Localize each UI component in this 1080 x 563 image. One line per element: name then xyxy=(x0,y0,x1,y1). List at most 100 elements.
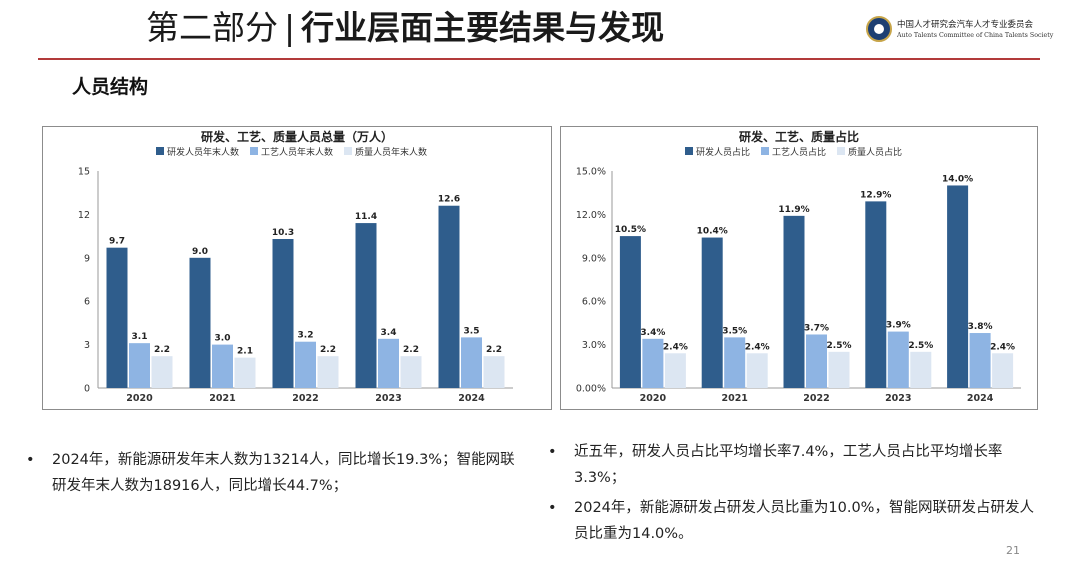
bar-2 xyxy=(461,337,482,388)
data-label: 11.4 xyxy=(355,212,377,222)
data-label: 3.8% xyxy=(968,322,993,332)
header-main-title: 行业层面主要结果与发现 xyxy=(301,8,665,47)
bar-3 xyxy=(664,353,686,388)
legend-label: 研发人员占比 xyxy=(696,146,750,158)
y-tick-label: 15.0% xyxy=(576,167,606,178)
legend-label: 工艺人员占比 xyxy=(772,146,826,158)
data-label: 3.0 xyxy=(215,334,231,344)
x-tick-label: 2023 xyxy=(375,393,401,404)
bullet-text: 2024年，新能源研发占研发人员比重为10.0%，智能网联研发占研发人员比重为1… xyxy=(574,500,1034,542)
data-label: 2.2 xyxy=(403,345,419,355)
y-tick-label: 12.0% xyxy=(576,210,606,221)
x-tick-label: 2024 xyxy=(458,393,485,404)
data-label: 3.1 xyxy=(132,332,148,342)
bar-1 xyxy=(106,247,128,388)
data-label: 2.5% xyxy=(908,341,933,351)
bar-2 xyxy=(129,343,150,388)
logo-chinese-name: 中国人才研究会汽车人才专业委员会 xyxy=(897,20,1034,30)
bar-3 xyxy=(746,353,768,388)
data-label: 12.9% xyxy=(860,190,891,200)
section-title: 人员结构 xyxy=(72,76,149,98)
legend-swatch xyxy=(685,147,693,155)
legend-swatch xyxy=(761,147,769,155)
data-label: 12.6 xyxy=(438,195,460,205)
data-label: 2.2 xyxy=(320,345,336,355)
x-tick-label: 2020 xyxy=(126,393,153,404)
data-label: 11.9% xyxy=(778,205,809,215)
y-tick-label: 0.00% xyxy=(576,384,606,395)
bar-1 xyxy=(189,257,211,388)
data-label: 3.5 xyxy=(464,326,480,336)
bar-3 xyxy=(828,351,850,388)
legend-swatch xyxy=(156,147,164,155)
x-tick-label: 2020 xyxy=(640,393,667,404)
data-label: 9.0 xyxy=(192,247,208,257)
bar-3 xyxy=(483,356,505,388)
logo-english-name: Auto Talents Committee of China Talents … xyxy=(897,32,1054,39)
bar-3 xyxy=(151,356,173,388)
data-label: 3.7% xyxy=(804,323,829,333)
bullet-text: 近五年，研发人员占比平均增长率7.4%，工艺人员占比平均增长率3.3%； xyxy=(574,444,1003,486)
chart-panel-ratio: 研发、工艺、质量占比 研发人员占比 工艺人员占比 质量人员占比 0.00% 3.0% 6.0… xyxy=(560,126,1038,410)
bar-3 xyxy=(317,356,339,388)
data-label: 3.9% xyxy=(886,321,911,331)
x-tick-label: 2024 xyxy=(967,393,994,404)
data-label: 3.4% xyxy=(640,328,665,338)
legend-label: 研发人员年末人数 xyxy=(167,146,239,158)
x-tick-label: 2021 xyxy=(209,393,235,404)
bullet-dot: • xyxy=(548,500,557,516)
header-title: 第二部分 | 行业层面主要结果与发现 xyxy=(146,6,664,50)
header-part: 第二部分 xyxy=(146,8,278,47)
data-label: 2.4% xyxy=(990,342,1015,352)
data-label: 2.2 xyxy=(486,345,502,355)
y-tick-label: 6.0% xyxy=(582,297,606,308)
data-label: 2.2 xyxy=(154,345,170,355)
x-tick-label: 2021 xyxy=(721,393,747,404)
x-tick-label: 2022 xyxy=(292,393,318,404)
y-tick-label: 15 xyxy=(78,167,90,178)
data-label: 14.0% xyxy=(942,174,973,184)
bullet-text: 2024年，新能源研发年末人数为13214人，同比增长19.3%；智能网联研发年… xyxy=(52,452,515,494)
bar-1 xyxy=(947,185,969,388)
data-label: 3.2 xyxy=(298,331,314,341)
bar-1 xyxy=(701,237,723,388)
chart-title: 研发、工艺、质量人员总量（万人） xyxy=(201,129,393,144)
data-label: 3.5% xyxy=(722,326,747,336)
y-tick-label: 12 xyxy=(78,210,90,221)
bar-1 xyxy=(783,215,805,388)
bar-2 xyxy=(212,344,233,388)
bar-2 xyxy=(724,337,746,388)
bar-1 xyxy=(865,201,887,388)
bullet-item: • 近五年，研发人员占比平均增长率7.4%，工艺人员占比平均增长率3.3%； xyxy=(548,439,1048,491)
bar-3 xyxy=(400,356,422,388)
x-tick-label: 2023 xyxy=(885,393,911,404)
bullets-left: • 2024年，新能源研发年末人数为13214人，同比增长19.3%；智能网联研… xyxy=(26,447,526,503)
bullets-right: • 近五年，研发人员占比平均增长率7.4%，工艺人员占比平均增长率3.3%； •… xyxy=(548,439,1048,551)
chart-title: 研发、工艺、质量占比 xyxy=(739,129,859,144)
legend-label: 工艺人员年末人数 xyxy=(261,146,333,158)
bullet-dot: • xyxy=(26,452,35,468)
bar-2 xyxy=(887,331,909,388)
bar-1 xyxy=(355,223,377,388)
header-divider xyxy=(38,58,1040,60)
chart-panel-headcount: 研发、工艺、质量人员总量（万人） 研发人员年末人数 工艺人员年末人数 质量人员年末人数… xyxy=(42,126,552,410)
data-label: 10.3 xyxy=(272,228,294,238)
data-label: 10.5% xyxy=(615,225,646,235)
bar-2 xyxy=(378,338,399,388)
y-tick-label: 9.0% xyxy=(582,253,606,264)
y-tick-label: 6 xyxy=(84,297,90,308)
y-tick-label: 0 xyxy=(84,384,90,395)
legend-swatch xyxy=(837,147,845,155)
bullet-dot: • xyxy=(548,444,557,460)
bar-2 xyxy=(969,333,991,388)
society-emblem-icon xyxy=(866,16,892,42)
bar-1 xyxy=(272,238,294,388)
bar-2 xyxy=(806,334,827,388)
data-label: 10.4% xyxy=(697,227,728,237)
data-label: 2.4% xyxy=(745,342,770,352)
legend-swatch xyxy=(250,147,258,155)
bar-3 xyxy=(992,353,1014,388)
bullet-item: • 2024年，新能源研发占研发人员比重为10.0%，智能网联研发占研发人员比重… xyxy=(548,495,1048,547)
page-number: 21 xyxy=(1006,544,1020,557)
